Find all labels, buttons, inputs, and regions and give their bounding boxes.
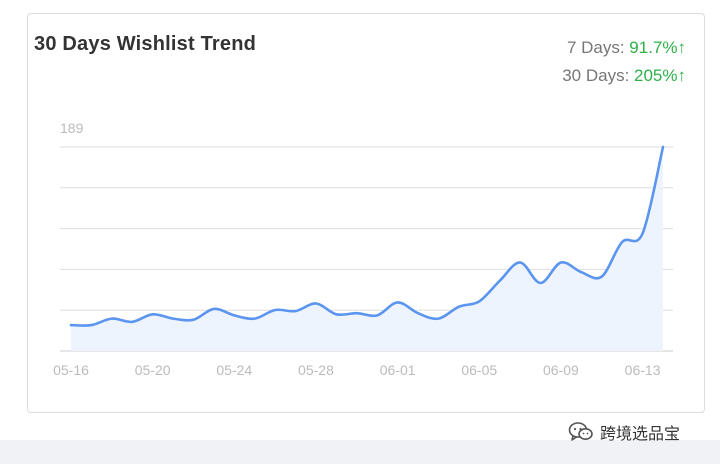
y-tick-label: 189 <box>60 120 84 136</box>
data-point <box>397 301 399 303</box>
data-point <box>233 314 235 316</box>
data-point <box>131 321 133 323</box>
up-arrow-icon: ↑ <box>677 38 687 57</box>
data-point <box>519 261 521 263</box>
data-point <box>356 312 358 314</box>
chart-title: 30 Days Wishlist Trend <box>34 33 257 55</box>
x-tick-label: 05-24 <box>216 362 252 378</box>
stat-7-days-label: 7 Days: <box>566 38 630 57</box>
data-point <box>621 241 623 243</box>
data-point <box>540 282 542 284</box>
data-point <box>458 306 460 308</box>
data-point <box>335 313 337 315</box>
data-point <box>111 318 113 320</box>
data-point <box>642 232 644 234</box>
data-point <box>274 309 276 311</box>
data-point <box>152 313 154 315</box>
up-arrow-icon: ↑ <box>677 66 687 85</box>
data-point <box>70 324 72 326</box>
watermark: 跨境选品宝 <box>568 420 680 444</box>
data-point <box>172 318 174 320</box>
data-point <box>254 318 256 320</box>
data-point <box>580 271 582 273</box>
data-point <box>192 319 194 321</box>
series-area <box>71 147 663 351</box>
data-point <box>499 280 501 282</box>
data-point <box>315 303 317 305</box>
stat-30-days-label: 30 Days: <box>562 66 635 85</box>
wechat-icon <box>568 422 593 441</box>
stat-7-days-value: 91.7% <box>629 38 678 57</box>
stat-30-days-value: 205% <box>634 66 678 85</box>
series-line <box>69 145 665 327</box>
data-point <box>478 300 480 302</box>
x-tick-label: 06-13 <box>625 362 661 378</box>
watermark-text: 跨境选品宝 <box>600 426 681 443</box>
stat-30-days: 30 Days: 205%↑ <box>562 66 686 86</box>
x-tick-label: 05-16 <box>53 362 89 378</box>
data-point <box>417 312 419 314</box>
x-tick-label: 06-05 <box>461 362 497 378</box>
stat-7-days: 7 Days: 91.7%↑ <box>567 38 686 58</box>
data-point <box>213 308 215 310</box>
x-tick-label: 06-09 <box>543 362 579 378</box>
data-point <box>376 314 378 316</box>
data-point <box>295 310 297 312</box>
data-point <box>437 318 439 320</box>
data-point <box>560 261 562 263</box>
x-tick-label: 06-01 <box>380 362 416 378</box>
data-point <box>662 146 664 148</box>
bottom-band <box>0 440 720 464</box>
data-point <box>601 276 603 278</box>
data-point <box>90 324 92 326</box>
x-tick-label: 05-20 <box>135 362 171 378</box>
x-tick-label: 05-28 <box>298 362 334 378</box>
